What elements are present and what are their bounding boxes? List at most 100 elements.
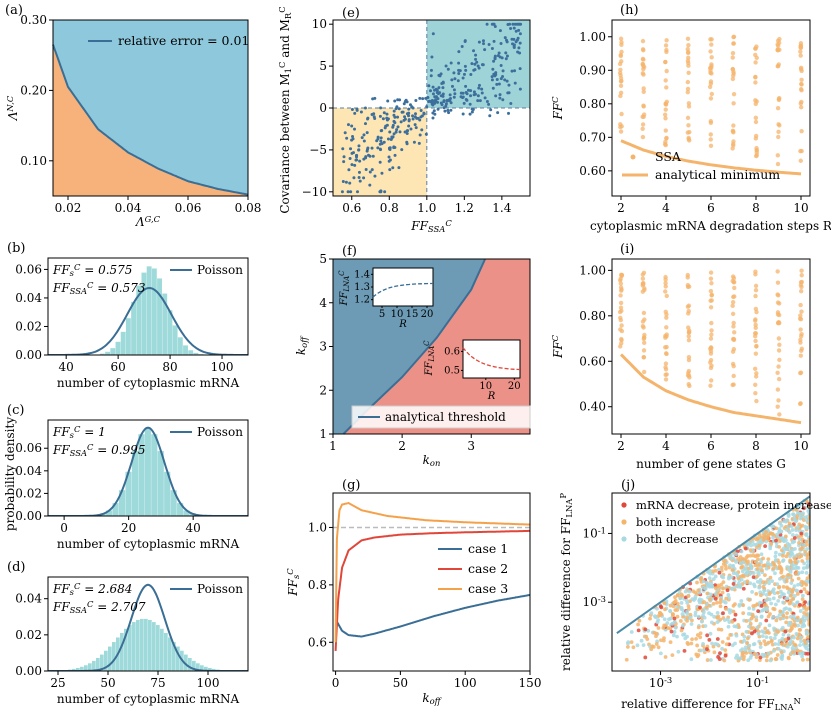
- ssa-point: [708, 49, 713, 54]
- scatter-point: [463, 39, 467, 43]
- scatter-point: [792, 584, 797, 589]
- y-axis-label: Covariance between M1C and MRC: [277, 6, 293, 213]
- scatter-point: [453, 77, 457, 81]
- scatter-point: [686, 642, 691, 647]
- scatter-point: [474, 57, 478, 61]
- scatter-point: [441, 81, 445, 85]
- scatter-point: [806, 647, 810, 652]
- scatter-point: [739, 599, 744, 603]
- scatter-point: [759, 552, 764, 557]
- scatter-point: [734, 633, 739, 638]
- scatter-point: [431, 116, 435, 120]
- scatter-point: [375, 139, 379, 143]
- scatter-point: [402, 118, 406, 122]
- x-tick-label: 0.06: [175, 201, 202, 215]
- scatter-point: [807, 515, 810, 520]
- scatter-point: [429, 74, 433, 78]
- scatter-point: [669, 629, 674, 634]
- scatter-point: [713, 592, 718, 596]
- scatter-point: [673, 625, 678, 630]
- scatter-point: [800, 559, 805, 563]
- scatter-point: [663, 655, 668, 659]
- x-tick-label: 1.2: [455, 201, 474, 215]
- scatter-point: [461, 112, 465, 116]
- scatter-point: [777, 552, 782, 557]
- ssa-point: [798, 317, 804, 322]
- scatter-point: [363, 122, 367, 126]
- scatter-point: [759, 615, 764, 619]
- inset1-curve: [372, 282, 433, 298]
- scatter-point: [778, 609, 783, 614]
- scatter-point: [671, 633, 676, 638]
- ssa-point: [685, 36, 691, 42]
- scatter-point: [777, 544, 781, 549]
- scatter-point: [791, 596, 796, 601]
- histogram-bar: [193, 352, 199, 355]
- scatter-point: [702, 615, 707, 620]
- ssa-point: [617, 309, 623, 315]
- scatter-point: [745, 636, 750, 641]
- panel-d: 25 50 75 100 0.00 0.02 0.04 FFsC = 2.684 FFSSAC …: [7, 560, 249, 706]
- scatter-point: [507, 91, 511, 95]
- scatter-point: [424, 132, 428, 136]
- scatter-point: [776, 590, 780, 595]
- scatter-point: [517, 46, 521, 50]
- scatter-point: [385, 112, 389, 116]
- y-tick-label: −10: [302, 185, 327, 199]
- scatter-point: [724, 642, 729, 647]
- ssa-point: [731, 141, 736, 147]
- scatter-point: [800, 597, 805, 602]
- scatter-point: [797, 541, 801, 545]
- ssa-point: [685, 282, 691, 288]
- scatter-point: [362, 157, 366, 161]
- series-line-2: [334, 529, 530, 651]
- ssa-point: [663, 116, 668, 121]
- axes-frame: [52, 19, 249, 197]
- scatter-point: [763, 544, 768, 549]
- ssa-point: [709, 332, 714, 337]
- scatter-point: [435, 88, 439, 92]
- scatter-point: [355, 190, 359, 194]
- scatter-point: [762, 563, 767, 568]
- scatter-point: [773, 554, 778, 559]
- scatter-point: [708, 631, 713, 636]
- ssa-point: [641, 348, 647, 353]
- scatter-point: [748, 621, 753, 626]
- ssa-point: [752, 331, 758, 336]
- scatter-point: [721, 599, 726, 604]
- scatter-point: [464, 98, 468, 102]
- scatter-point: [757, 585, 762, 590]
- scatter-point: [355, 155, 359, 159]
- scatter-point: [449, 108, 453, 112]
- ssa-point: [753, 317, 758, 322]
- scatter-point: [724, 596, 729, 601]
- histogram-bar: [131, 451, 139, 516]
- scatter-point: [792, 556, 797, 561]
- scatter-point: [735, 653, 739, 658]
- scatter-point: [431, 92, 435, 96]
- y-tick-label: 5: [319, 59, 327, 73]
- scatter-point: [435, 91, 439, 95]
- ssa-point: [709, 62, 714, 67]
- histogram-bar: [125, 471, 132, 516]
- y-tick-label: 0.30: [20, 13, 47, 27]
- axes-frame: [47, 257, 249, 356]
- scatter-point: [388, 130, 392, 134]
- ssa-point: [798, 334, 804, 339]
- scatter-point: [804, 607, 809, 612]
- scatter-point: [661, 625, 666, 630]
- scatter-point: [755, 567, 760, 571]
- ssa-point: [798, 353, 804, 358]
- scatter-point: [499, 77, 503, 81]
- y-tick-label: 0.00: [15, 664, 42, 678]
- scatter-point: [755, 553, 760, 558]
- histogram-bar: [204, 666, 208, 671]
- scatter-point: [699, 576, 704, 581]
- scatter-point: [778, 616, 783, 621]
- scatter-point: [792, 516, 797, 521]
- scatter-point: [742, 634, 747, 639]
- ssa-point: [730, 55, 735, 60]
- scatter-point: [807, 511, 810, 516]
- scatter-point: [483, 96, 487, 100]
- scatter-point: [738, 561, 743, 566]
